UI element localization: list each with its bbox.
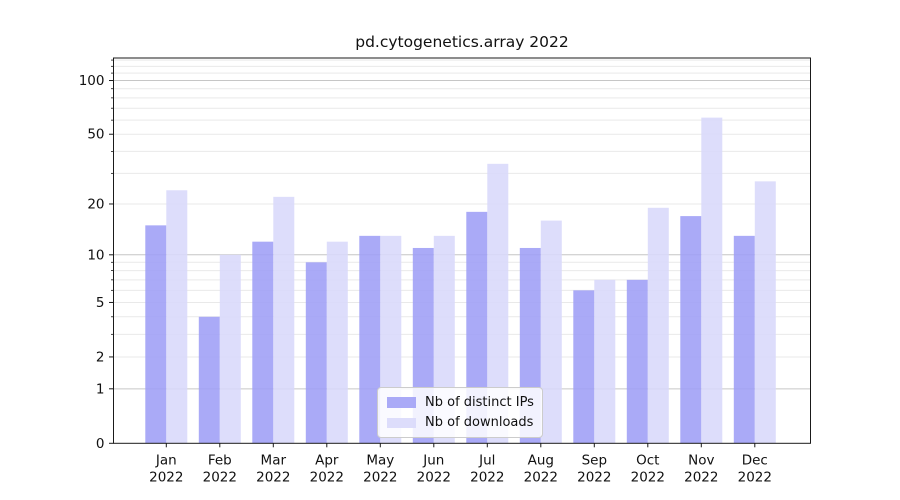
legend-label: Nb of downloads xyxy=(425,415,534,431)
distinct-ips-bar-oct xyxy=(626,279,648,444)
distinct-ips-bar-sep xyxy=(573,290,595,444)
distinct-ips-bar-jan xyxy=(145,225,167,444)
distinct-ips-bar-may xyxy=(359,235,381,444)
x-tick-label-month: May xyxy=(366,452,394,468)
x-tick-label-year: 2022 xyxy=(256,469,290,485)
downloads-bar-apr xyxy=(326,241,348,444)
downloads-bar-jan xyxy=(166,190,188,444)
x-tick-label-year: 2022 xyxy=(310,469,344,485)
x-tick-label-year: 2022 xyxy=(684,469,718,485)
y-tick-label: 20 xyxy=(87,196,104,212)
x-tick-label-month: Mar xyxy=(261,452,287,468)
downloads-bar-mar xyxy=(273,196,295,444)
downloads-bar-dec xyxy=(754,181,776,444)
x-tick-label-month: Nov xyxy=(688,452,714,468)
distinct-ips-bar-apr xyxy=(305,262,327,444)
x-tick-label-month: Sep xyxy=(582,452,607,468)
distinct-ips-bar-feb xyxy=(198,316,220,444)
y-tick-label: 100 xyxy=(79,73,105,89)
plot-frame xyxy=(113,57,811,444)
x-tick-label-month: Aug xyxy=(528,452,554,468)
legend-label: Nb of distinct IPs xyxy=(425,394,534,410)
distinct-ips-swatch xyxy=(387,397,416,408)
distinct-ips-bar-dec xyxy=(733,235,755,444)
chart-title: pd.cytogenetics.array 2022 xyxy=(355,33,569,51)
x-tick-label-month: Oct xyxy=(636,452,659,468)
downloads-bar-sep xyxy=(594,279,616,444)
downloads-bar-oct xyxy=(647,207,669,444)
x-tick-label-year: 2022 xyxy=(149,469,183,485)
downloads-bar-aug xyxy=(540,220,562,444)
x-tick-label-year: 2022 xyxy=(577,469,611,485)
distinct-ips-bar-mar xyxy=(252,241,274,444)
x-tick-label-year: 2022 xyxy=(631,469,665,485)
downloads-bar-nov xyxy=(701,117,723,444)
x-tick-label-month: Dec xyxy=(742,452,768,468)
legend: Nb of distinct IPs Nb of downloads xyxy=(377,387,543,438)
x-tick-label-year: 2022 xyxy=(363,469,397,485)
distinct-ips-bar-jul xyxy=(466,211,488,444)
y-tick-label: 10 xyxy=(87,247,104,263)
x-tick-label-month: Jul xyxy=(478,452,495,468)
x-tick-label-year: 2022 xyxy=(524,469,558,485)
y-tick-label: 50 xyxy=(87,127,104,143)
downloads-bar-feb xyxy=(219,254,241,444)
x-tick-label-year: 2022 xyxy=(417,469,451,485)
x-tick-label-year: 2022 xyxy=(470,469,504,485)
legend-item-distinct-ips: Nb of distinct IPs xyxy=(387,394,534,410)
x-tick-label-month: Jun xyxy=(422,452,444,468)
x-tick-label-month: Feb xyxy=(208,452,232,468)
y-tick-label: 1 xyxy=(96,381,105,397)
downloads-swatch xyxy=(387,417,416,428)
legend-item-downloads: Nb of downloads xyxy=(387,415,533,430)
downloads-bar-jul xyxy=(487,163,509,444)
y-tick-label: 2 xyxy=(96,349,105,365)
x-tick-label-year: 2022 xyxy=(203,469,237,485)
x-tick-label-month: Jan xyxy=(155,452,177,468)
y-tick-label: 5 xyxy=(96,295,105,311)
y-tick-label: 0 xyxy=(96,436,105,452)
x-tick-label-month: Apr xyxy=(315,452,339,468)
distinct-ips-bar-nov xyxy=(680,216,702,444)
x-tick-label-year: 2022 xyxy=(738,469,772,485)
